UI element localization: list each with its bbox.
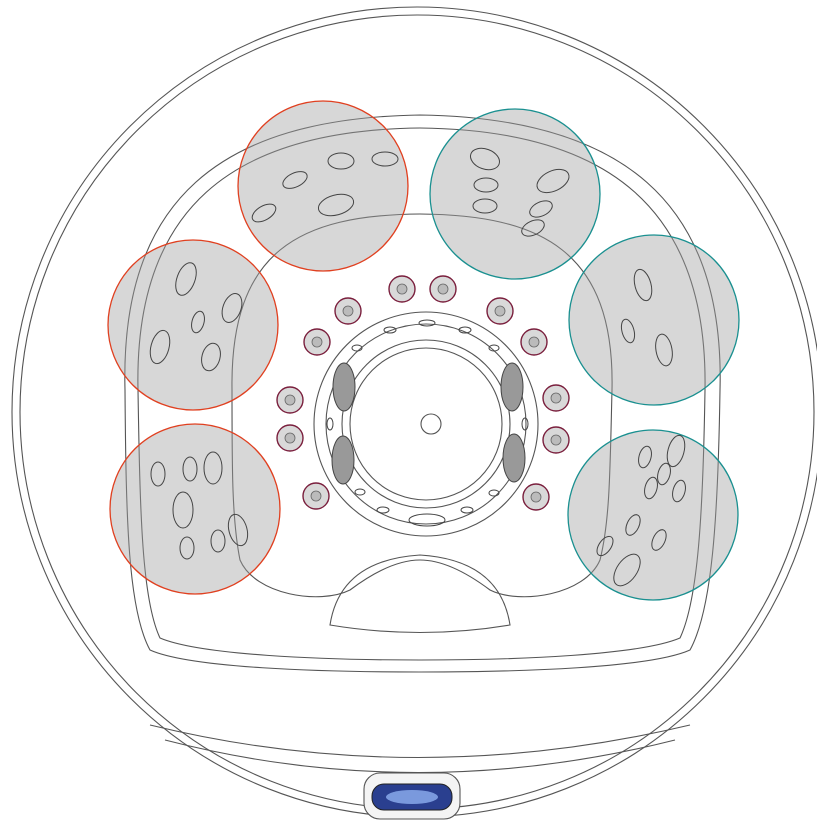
seat-outline <box>231 213 613 598</box>
seat-jet <box>203 451 223 485</box>
seat-jet <box>210 529 226 553</box>
drain <box>420 413 442 435</box>
seat-jet <box>666 434 686 468</box>
seat-jet <box>655 333 673 367</box>
seat-jet <box>179 536 195 560</box>
center-ring <box>349 347 503 501</box>
seat-zones <box>107 100 740 601</box>
nozzle <box>376 506 390 514</box>
seat-jet <box>327 152 355 170</box>
tub-outline-inner <box>137 127 706 661</box>
seat-jet <box>201 342 221 372</box>
jet-core <box>284 394 296 406</box>
center <box>313 311 539 537</box>
grille <box>331 435 355 485</box>
tub-outline <box>124 114 721 673</box>
seat-zone <box>107 239 279 411</box>
grille <box>500 362 524 412</box>
seat-jet <box>317 193 355 217</box>
center-ring <box>313 311 539 537</box>
seat-jet <box>371 151 399 167</box>
zone-circle <box>109 423 281 595</box>
seat-jet <box>472 198 498 214</box>
center-ring <box>325 323 527 525</box>
seat-jet <box>182 456 198 482</box>
seat-zone <box>429 108 601 280</box>
jet-core <box>437 283 449 295</box>
jet-core <box>550 434 562 446</box>
center-ring <box>341 339 511 509</box>
seat-jet <box>227 513 249 547</box>
shell <box>11 6 817 818</box>
seat-jet <box>644 476 658 500</box>
nozzle <box>326 417 334 431</box>
seat-jet <box>473 177 499 193</box>
light-glow <box>386 790 438 804</box>
seat-jet <box>172 491 194 529</box>
seat-zone <box>237 100 409 272</box>
outer-rim-inner <box>19 14 815 810</box>
seat-jet <box>638 445 652 469</box>
nozzle <box>521 417 529 431</box>
seat-jet <box>620 318 636 344</box>
jet-core <box>310 490 322 502</box>
nozzle <box>458 326 472 334</box>
grille <box>332 362 356 412</box>
seat-jet <box>672 479 686 503</box>
seat-zone <box>567 429 739 601</box>
seat-jet <box>613 553 641 587</box>
jet-core <box>530 491 542 503</box>
jet-core <box>550 392 562 404</box>
seat-jet <box>651 529 667 551</box>
seat-zone <box>109 423 281 595</box>
jet-core <box>342 305 354 317</box>
seat-jet <box>150 461 166 487</box>
seat-jet <box>529 200 553 218</box>
nozzle <box>351 344 363 352</box>
seat-jet <box>282 171 308 189</box>
seat-jet <box>625 514 641 536</box>
zone-circle <box>237 100 409 272</box>
seat-jet <box>251 203 277 223</box>
seat-jet <box>221 293 243 323</box>
seat-jet <box>596 535 614 557</box>
jet-core <box>494 305 506 317</box>
jet-core <box>284 432 296 444</box>
seat-jet <box>191 310 205 334</box>
jets <box>276 275 570 511</box>
zone-circle <box>568 234 740 406</box>
step-line <box>164 739 676 773</box>
jet-core <box>311 336 323 348</box>
seat-jet <box>175 262 197 296</box>
nozzle <box>383 326 397 334</box>
nozzle <box>418 319 436 327</box>
nozzle <box>488 344 500 352</box>
jet-core <box>528 336 540 348</box>
grille <box>502 433 526 483</box>
seat-jet <box>633 268 653 302</box>
seat-jet <box>149 329 171 365</box>
footwell <box>329 554 511 634</box>
zone-circle <box>107 239 279 411</box>
seat-jet <box>469 147 501 171</box>
step-line <box>149 724 691 759</box>
nozzle <box>488 489 500 497</box>
seat-jet <box>657 462 671 486</box>
seat-zone <box>568 234 740 406</box>
seat-jet <box>536 168 570 194</box>
nozzle <box>460 506 474 514</box>
nozzle <box>354 488 366 496</box>
light <box>363 772 461 820</box>
zone-circle <box>567 429 739 601</box>
seat-jet <box>521 219 545 237</box>
zone-circle <box>429 108 601 280</box>
nozzle <box>408 513 446 527</box>
jet-core <box>396 283 408 295</box>
